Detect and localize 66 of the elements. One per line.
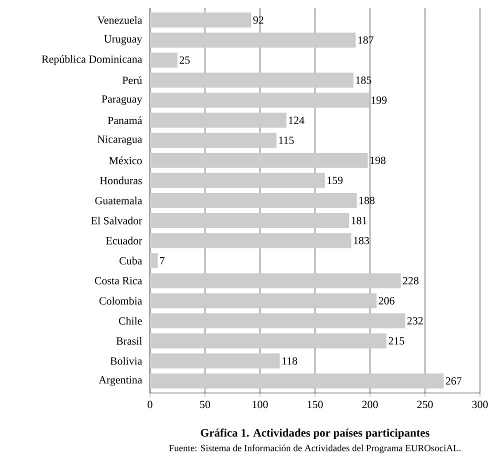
data-label: 181 <box>352 216 367 224</box>
bar <box>150 233 352 248</box>
x-tick-label: 50 <box>200 400 210 408</box>
y-tick-label: México <box>109 156 142 164</box>
bar <box>150 132 277 148</box>
y-tick-label: Panamá <box>108 116 142 124</box>
x-tick-label: 150 <box>308 400 323 408</box>
bar <box>150 353 280 368</box>
bar <box>150 293 377 308</box>
bar <box>150 373 444 388</box>
data-label: 185 <box>356 76 372 84</box>
y-tick-label: Guatemala <box>95 196 142 204</box>
bar <box>150 12 252 28</box>
data-label: 228 <box>402 277 419 284</box>
y-tick-label: Nicaragua <box>98 136 142 146</box>
bar <box>150 192 357 208</box>
bar <box>150 313 406 328</box>
data-label: 199 <box>372 96 387 104</box>
bar <box>150 172 325 188</box>
data-label: 7 <box>160 257 165 264</box>
y-tick-label: Colombia <box>99 296 142 305</box>
x-tick-label: 100 <box>252 400 268 408</box>
data-label: 198 <box>370 156 386 164</box>
bar <box>150 32 356 48</box>
data-label: 92 <box>253 16 264 24</box>
bar <box>150 92 369 108</box>
bar <box>150 112 286 128</box>
y-tick-label: Brasil <box>116 337 142 345</box>
y-tick-label: Honduras <box>100 176 142 184</box>
x-tick-label: 200 <box>362 400 378 408</box>
y-tick-label: Chile <box>118 316 142 325</box>
bar <box>150 253 158 268</box>
data-label: 267 <box>446 377 462 385</box>
y-tick-label: Uruguay <box>104 35 142 45</box>
data-label: 118 <box>282 357 298 365</box>
source-note: Fuente: Sistema de Información de Actividades del Programa EUROsociAL. <box>169 444 461 454</box>
y-tick-label: Ecuador <box>106 236 142 244</box>
data-label: 206 <box>378 297 394 304</box>
bar <box>150 273 401 288</box>
data-label: 183 <box>354 236 370 244</box>
bar <box>150 52 178 68</box>
text: Gráfica 1. Actividades por países participantes <box>200 428 430 440</box>
x-tick-label: 300 <box>472 400 488 408</box>
y-tick-label: El Salvador <box>91 216 142 224</box>
x-tick-label: 0 <box>148 400 152 408</box>
data-label: 215 <box>388 337 404 345</box>
data-label: 187 <box>358 36 374 44</box>
data-label: 188 <box>359 196 375 204</box>
y-tick-label: Paraguay <box>102 95 142 105</box>
y-tick-label: Venezuela <box>97 16 142 24</box>
bar <box>150 72 354 88</box>
data-label: 115 <box>279 136 294 144</box>
bar <box>150 152 368 168</box>
y-tick-label: Cuba <box>120 256 142 265</box>
y-tick-label: Argentina <box>98 376 142 386</box>
x-tick-label: 250 <box>417 400 433 408</box>
y-tick-label: Bolivia <box>110 357 142 365</box>
y-tick-label: República Dominicana <box>42 55 142 66</box>
y-tick-label: Costa Rica <box>94 277 142 284</box>
y-tick-label: Perú <box>122 76 142 84</box>
bar <box>150 333 387 348</box>
data-label: 124 <box>289 116 304 124</box>
data-label: 159 <box>328 176 343 184</box>
data-label: 232 <box>407 317 423 324</box>
bar <box>150 213 350 228</box>
data-label: 25 <box>180 56 190 64</box>
